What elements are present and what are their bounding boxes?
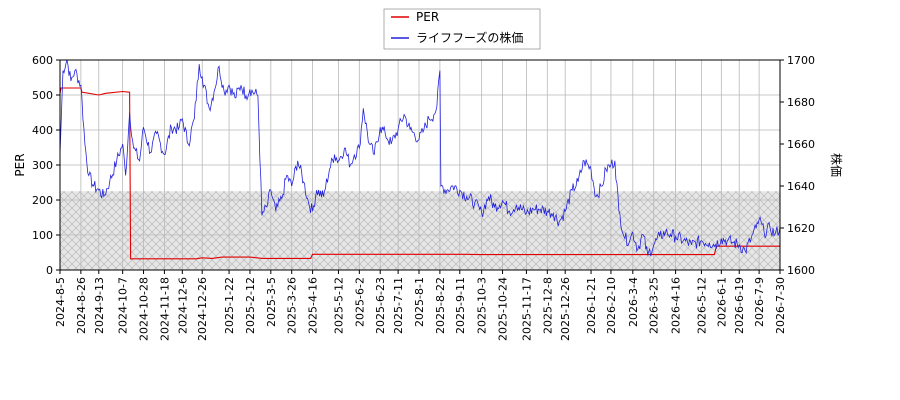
- legend-label-per: PER: [416, 10, 439, 24]
- x-tick-label: 2026-3-25: [648, 277, 661, 334]
- axis-ticks: 0 100 200 300 400 500 600 1600 1620 1640 1660 1680 1…: [32, 54, 815, 341]
- legend-box: [383, 8, 541, 50]
- y-left-tick-label: 200: [32, 194, 53, 207]
- x-tick-label: 2025-7-11: [392, 277, 405, 334]
- x-tick-label: 2024-12-6: [176, 277, 189, 334]
- y-right-tick-label: 1640: [787, 180, 815, 193]
- x-tick-label: 2026-3-4: [627, 277, 640, 327]
- x-tick-label: 2025-6-23: [374, 277, 387, 334]
- y-left-tick-label: 500: [32, 89, 53, 102]
- x-tick-label: 2024-12-26: [196, 277, 209, 341]
- x-tick-label: 2025-9-11: [454, 277, 467, 334]
- y-right-tick-label: 1700: [787, 54, 815, 67]
- x-tick-label: 2026-7-9: [753, 277, 766, 327]
- y-left-tick-label: 400: [32, 124, 53, 137]
- y-axis-right-label: 株価: [829, 153, 844, 177]
- x-tick-label: 2024-11-18: [158, 277, 171, 341]
- x-tick-label: 2026-5-12: [695, 277, 708, 334]
- x-tick-label: 2025-8-22: [434, 277, 447, 334]
- x-tick-label: 2025-3-26: [286, 277, 299, 334]
- x-tick-label: 2024-8-26: [75, 277, 88, 334]
- y-right-tick-label: 1620: [787, 222, 815, 235]
- x-tick-label: 2025-12-26: [559, 277, 572, 341]
- x-tick-label: 2025-11-17: [520, 277, 533, 341]
- x-tick-label: 2025-2-12: [244, 277, 257, 334]
- x-tick-label: 2024-10-7: [117, 277, 130, 334]
- x-tick-label: 2025-12-8: [541, 277, 554, 334]
- y-left-tick-label: 300: [32, 159, 53, 172]
- y-left-tick-label: 100: [32, 229, 53, 242]
- series-layer: [60, 60, 780, 260]
- x-tick-label: 2025-10-3: [476, 277, 489, 334]
- y-right-tick-label: 1680: [787, 96, 815, 109]
- x-tick-label: 2025-3-5: [265, 277, 278, 327]
- y-right-tick-label: 1600: [787, 264, 815, 277]
- stock-price-line: [60, 60, 780, 257]
- y-right-tick-label: 1660: [787, 138, 815, 151]
- x-tick-label: 2024-8-5: [54, 277, 67, 327]
- x-tick-label: 2026-1-21: [585, 277, 598, 334]
- legend-label-price: ライフフーズの株価: [416, 30, 523, 45]
- x-tick-label: 2025-10-24: [497, 277, 510, 341]
- y-left-tick-label: 600: [32, 54, 53, 67]
- x-tick-label: 2026-2-10: [605, 277, 618, 334]
- y-axis-left-label: PER: [13, 153, 27, 176]
- x-tick-label: 2024-10-28: [138, 277, 151, 341]
- x-tick-label: 2025-6-2: [353, 277, 366, 327]
- per-line: [60, 87, 780, 260]
- shaded-band: [60, 191, 780, 270]
- x-tick-label: 2026-6-1: [715, 277, 728, 327]
- x-tick-label: 2026-4-16: [670, 277, 683, 334]
- x-tick-label: 2026-7-30: [774, 277, 787, 334]
- legend: PER ライフフーズの株価: [383, 8, 541, 50]
- x-tick-label: 2025-4-16: [307, 277, 320, 334]
- y-left-tick-label: 0: [46, 264, 53, 277]
- x-tick-label: 2025-8-1: [413, 277, 426, 327]
- x-tick-label: 2025-5-12: [332, 277, 345, 334]
- x-tick-label: 2024-9-13: [93, 277, 106, 334]
- shaded-band-hatch: [60, 191, 780, 270]
- x-tick-label: 2025-1-22: [223, 277, 236, 334]
- x-tick-label: 2026-6-19: [733, 277, 746, 334]
